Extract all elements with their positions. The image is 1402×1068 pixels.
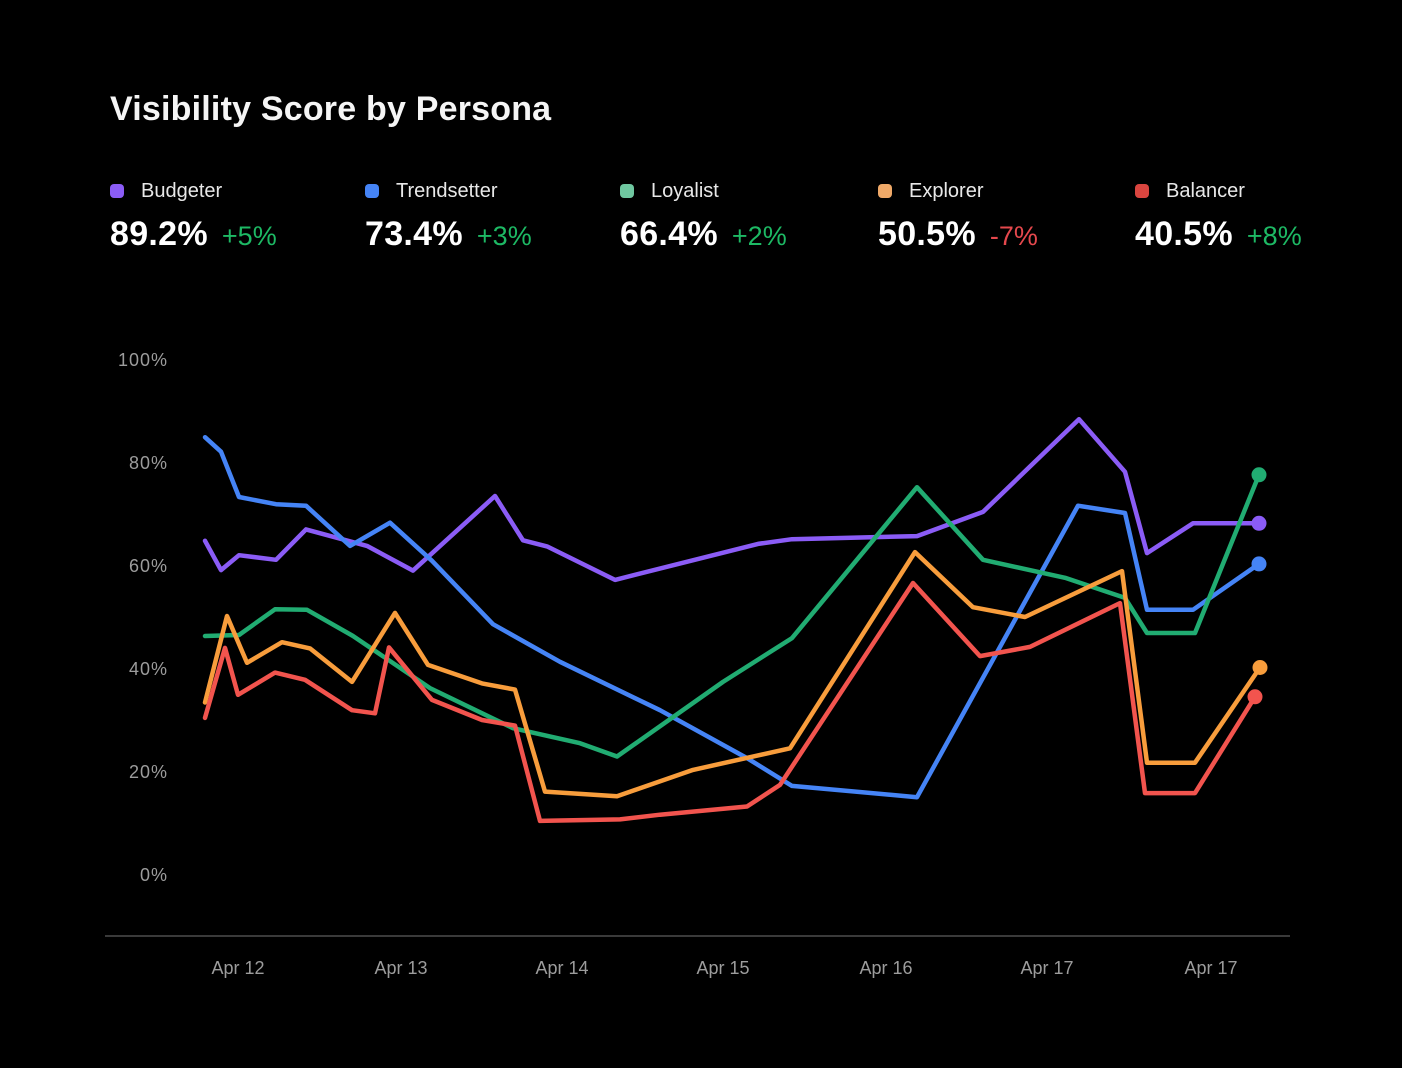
legend-color-swatch <box>1135 184 1149 198</box>
legend-item-trendsetter[interactable]: Trendsetter 73.4% +3% <box>365 180 532 254</box>
y-tick-label: 40% <box>129 659 168 679</box>
legend-value: 66.4% <box>620 215 718 253</box>
legend-label: Trendsetter <box>396 179 498 202</box>
chart-title: Visibility Score by Persona <box>110 90 552 128</box>
series-end-dot-budgeter <box>1251 515 1267 531</box>
legend-item-loyalist[interactable]: Loyalist 66.4% +2% <box>620 180 787 254</box>
y-tick-label: 20% <box>129 762 168 782</box>
legend-value: 40.5% <box>1135 215 1233 253</box>
x-tick-label: Apr 17 <box>1020 958 1073 978</box>
legend-label: Loyalist <box>651 179 719 202</box>
x-tick-label: Apr 17 <box>1184 958 1237 978</box>
legend-value: 73.4% <box>365 215 463 253</box>
legend-delta: +3% <box>476 221 532 251</box>
y-tick-label: 0% <box>140 865 168 885</box>
series-end-dot-trendsetter <box>1251 556 1267 572</box>
series-end-dot-balancer <box>1247 689 1263 705</box>
legend-color-swatch <box>620 184 634 198</box>
series-line-budgeter <box>202 416 1262 583</box>
legend-color-swatch <box>110 184 124 198</box>
legend-color-swatch <box>365 184 379 198</box>
series-line-explorer <box>202 549 1263 799</box>
legend-value: 50.5% <box>878 215 976 253</box>
series-line-balancer <box>202 580 1258 824</box>
series-end-dot-explorer <box>1252 660 1268 675</box>
legend-value: 89.2% <box>110 215 208 253</box>
legend-delta: -7% <box>989 221 1038 251</box>
chart-legend: Budgeter 89.2% +5% Trendsetter 73.4% +3% Loyal… <box>0 0 1402 280</box>
x-tick-label: Apr 13 <box>374 958 427 978</box>
legend-delta: +2% <box>731 221 787 251</box>
legend-label: Balancer <box>1166 179 1245 202</box>
series-line-loyalist <box>202 472 1262 759</box>
series-end-dot-loyalist <box>1251 467 1267 483</box>
y-tick-label: 80% <box>129 453 168 473</box>
legend-color-swatch <box>878 184 892 198</box>
x-tick-label: Apr 16 <box>859 958 912 978</box>
legend-item-balancer[interactable]: Balancer 40.5% +8% <box>1135 180 1302 254</box>
legend-delta: +5% <box>221 221 277 251</box>
y-tick-label: 60% <box>129 556 168 576</box>
x-tick-label: Apr 14 <box>535 958 588 978</box>
y-tick-label: 100% <box>118 350 168 370</box>
legend-delta: +8% <box>1246 221 1302 251</box>
x-tick-label: Apr 12 <box>211 958 264 978</box>
x-tick-label: Apr 15 <box>696 958 749 978</box>
series-line-trendsetter <box>202 434 1262 800</box>
legend-item-explorer[interactable]: Explorer 50.5% -7% <box>878 180 1038 254</box>
legend-item-budgeter[interactable]: Budgeter 89.2% +5% <box>110 180 277 254</box>
legend-label: Budgeter <box>141 179 223 202</box>
legend-label: Explorer <box>909 179 984 202</box>
